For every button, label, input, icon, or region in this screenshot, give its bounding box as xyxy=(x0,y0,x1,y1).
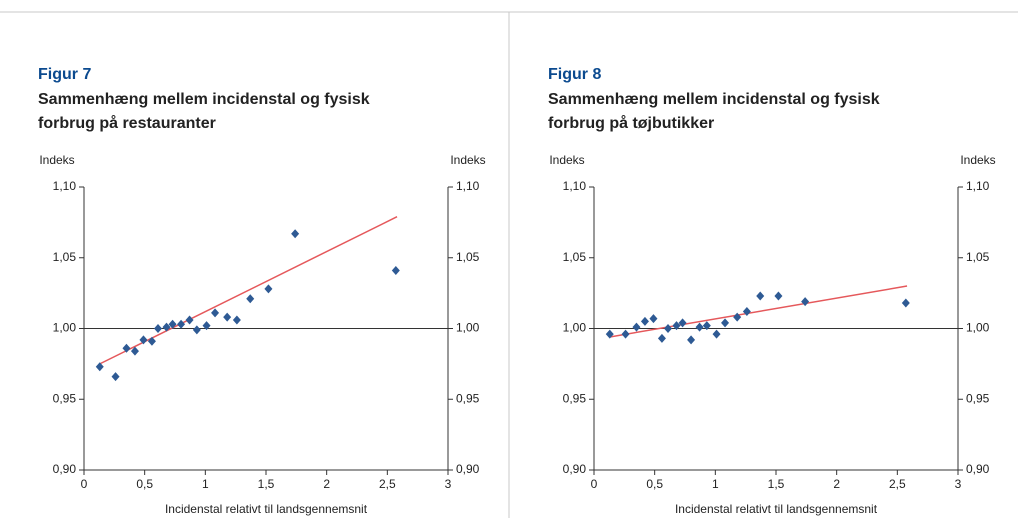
y2-tick-label: 1,00 xyxy=(456,321,480,335)
data-point xyxy=(211,308,220,318)
trend-line xyxy=(609,285,908,338)
data-point xyxy=(664,324,673,333)
data-point xyxy=(640,316,649,326)
data-point xyxy=(223,312,232,322)
y2-tick-label: 1,05 xyxy=(456,250,480,264)
y2-axis-label: Indeks xyxy=(960,153,995,167)
data-point xyxy=(147,336,156,346)
x-tick-label: 0 xyxy=(591,477,598,491)
data-point xyxy=(185,315,194,325)
y-tick-label: 1,10 xyxy=(563,179,587,193)
data-point xyxy=(154,324,163,333)
data-point xyxy=(192,325,201,335)
x-tick-label: 2 xyxy=(323,477,330,491)
data-point xyxy=(605,329,614,339)
x-tick-label: 0,5 xyxy=(646,477,663,491)
data-point xyxy=(632,322,641,332)
data-point xyxy=(712,329,721,339)
y2-tick-label: 0,90 xyxy=(966,462,990,476)
chart-title: Sammenhæng mellem incidenstal og fysisk xyxy=(548,91,880,108)
data-point xyxy=(678,318,687,328)
x-tick-label: 1 xyxy=(202,477,209,491)
data-point xyxy=(168,319,177,329)
x-tick-label: 2 xyxy=(833,477,840,491)
y-tick-label: 0,90 xyxy=(563,462,587,476)
data-point xyxy=(901,298,910,308)
data-point xyxy=(672,321,681,331)
x-axis-label: Incidenstal relativt til landsgennemsnit xyxy=(675,502,878,516)
data-point xyxy=(721,318,730,328)
figure-label: Figur 8 xyxy=(548,66,601,83)
y-tick-label: 1,05 xyxy=(563,250,587,264)
y2-tick-label: 1,00 xyxy=(966,321,990,335)
x-tick-label: 1,5 xyxy=(258,477,275,491)
data-point xyxy=(264,284,273,294)
x-tick-label: 2,5 xyxy=(889,477,906,491)
x-tick-label: 0 xyxy=(81,477,88,491)
x-tick-label: 3 xyxy=(955,477,962,491)
data-point xyxy=(695,322,704,332)
data-point xyxy=(246,294,255,304)
data-point xyxy=(177,319,186,329)
data-point xyxy=(95,362,104,372)
figure-label: Figur 7 xyxy=(38,66,91,83)
data-point xyxy=(742,307,751,317)
y-tick-label: 1,00 xyxy=(53,321,77,335)
data-point xyxy=(130,346,139,356)
data-point xyxy=(733,312,742,322)
chart-title: forbrug på tøjbutikker xyxy=(548,114,714,132)
y-axis-label: Indeks xyxy=(39,153,74,167)
x-tick-label: 1,5 xyxy=(768,477,785,491)
y2-tick-label: 1,10 xyxy=(966,179,990,193)
data-point xyxy=(391,265,400,275)
data-point xyxy=(111,372,120,382)
y2-tick-label: 1,10 xyxy=(456,179,480,193)
data-point xyxy=(774,291,783,301)
data-point xyxy=(162,322,171,332)
data-point xyxy=(687,335,696,345)
x-tick-label: 3 xyxy=(445,477,452,491)
data-point xyxy=(139,335,148,345)
data-point xyxy=(649,314,658,324)
y2-tick-label: 0,95 xyxy=(456,391,480,405)
x-tick-label: 1 xyxy=(712,477,719,491)
y-tick-label: 0,95 xyxy=(563,391,587,405)
data-point xyxy=(702,321,711,331)
y-tick-label: 1,05 xyxy=(53,250,77,264)
data-point xyxy=(202,321,211,331)
x-axis-label: Incidenstal relativt til landsgennemsnit xyxy=(165,502,368,516)
data-point xyxy=(291,229,300,239)
y-axis-label: Indeks xyxy=(549,153,584,167)
x-tick-label: 2,5 xyxy=(379,477,396,491)
data-point xyxy=(657,333,666,343)
y-tick-label: 1,10 xyxy=(53,179,77,193)
y-tick-label: 0,95 xyxy=(53,391,77,405)
chart-title: Sammenhæng mellem incidenstal og fysisk xyxy=(38,91,370,108)
trend-line xyxy=(99,216,398,365)
y2-tick-label: 0,95 xyxy=(966,391,990,405)
y2-tick-label: 0,90 xyxy=(456,462,480,476)
data-point xyxy=(621,329,630,339)
y2-axis-label: Indeks xyxy=(450,153,485,167)
x-tick-label: 0,5 xyxy=(136,477,153,491)
chart-title: forbrug på restauranter xyxy=(38,114,216,132)
y-tick-label: 0,90 xyxy=(53,462,77,476)
y2-tick-label: 1,05 xyxy=(966,250,990,264)
data-point xyxy=(756,291,765,301)
y-tick-label: 1,00 xyxy=(563,321,587,335)
data-point xyxy=(801,297,810,307)
data-point xyxy=(122,343,131,353)
data-point xyxy=(232,315,241,325)
